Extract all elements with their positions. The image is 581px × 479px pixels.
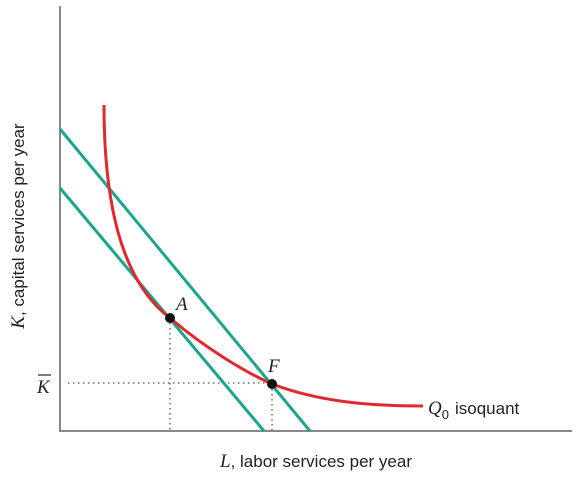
point-f-label: F	[267, 356, 280, 377]
k-bar-label: K	[36, 377, 51, 398]
isoquant-label-sub: 0	[442, 407, 449, 422]
point-a	[165, 313, 175, 323]
isoquant-label: Q0 isoquant	[428, 398, 520, 422]
y-axis-label-rest: , capital services per year	[9, 123, 28, 316]
x-axis-label-var: L	[219, 451, 231, 472]
isoquant-label-var: Q	[428, 398, 442, 419]
isoquant-label-rest: isoquant	[455, 399, 520, 418]
point-f	[267, 379, 277, 389]
y-axis-label: K, capital services per year	[8, 123, 29, 330]
point-a-label: A	[174, 294, 188, 315]
y-axis-label-var: K	[8, 315, 29, 330]
x-axis-label: L, labor services per year	[219, 451, 412, 472]
x-axis-label-rest: , labor services per year	[231, 452, 413, 471]
isoquant-curve	[102, 104, 424, 408]
